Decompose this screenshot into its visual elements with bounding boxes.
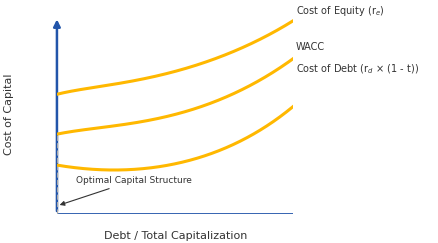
Text: WACC: WACC	[296, 42, 325, 52]
Text: Optimal Capital Structure: Optimal Capital Structure	[61, 176, 192, 205]
Text: Debt / Total Capitalization: Debt / Total Capitalization	[103, 231, 247, 241]
Text: Cost of Debt (r$_d$ × (1 - t)): Cost of Debt (r$_d$ × (1 - t))	[296, 63, 419, 77]
Text: Cost of Capital: Cost of Capital	[4, 73, 14, 155]
Text: Cost of Equity (r$_e$): Cost of Equity (r$_e$)	[296, 4, 384, 18]
